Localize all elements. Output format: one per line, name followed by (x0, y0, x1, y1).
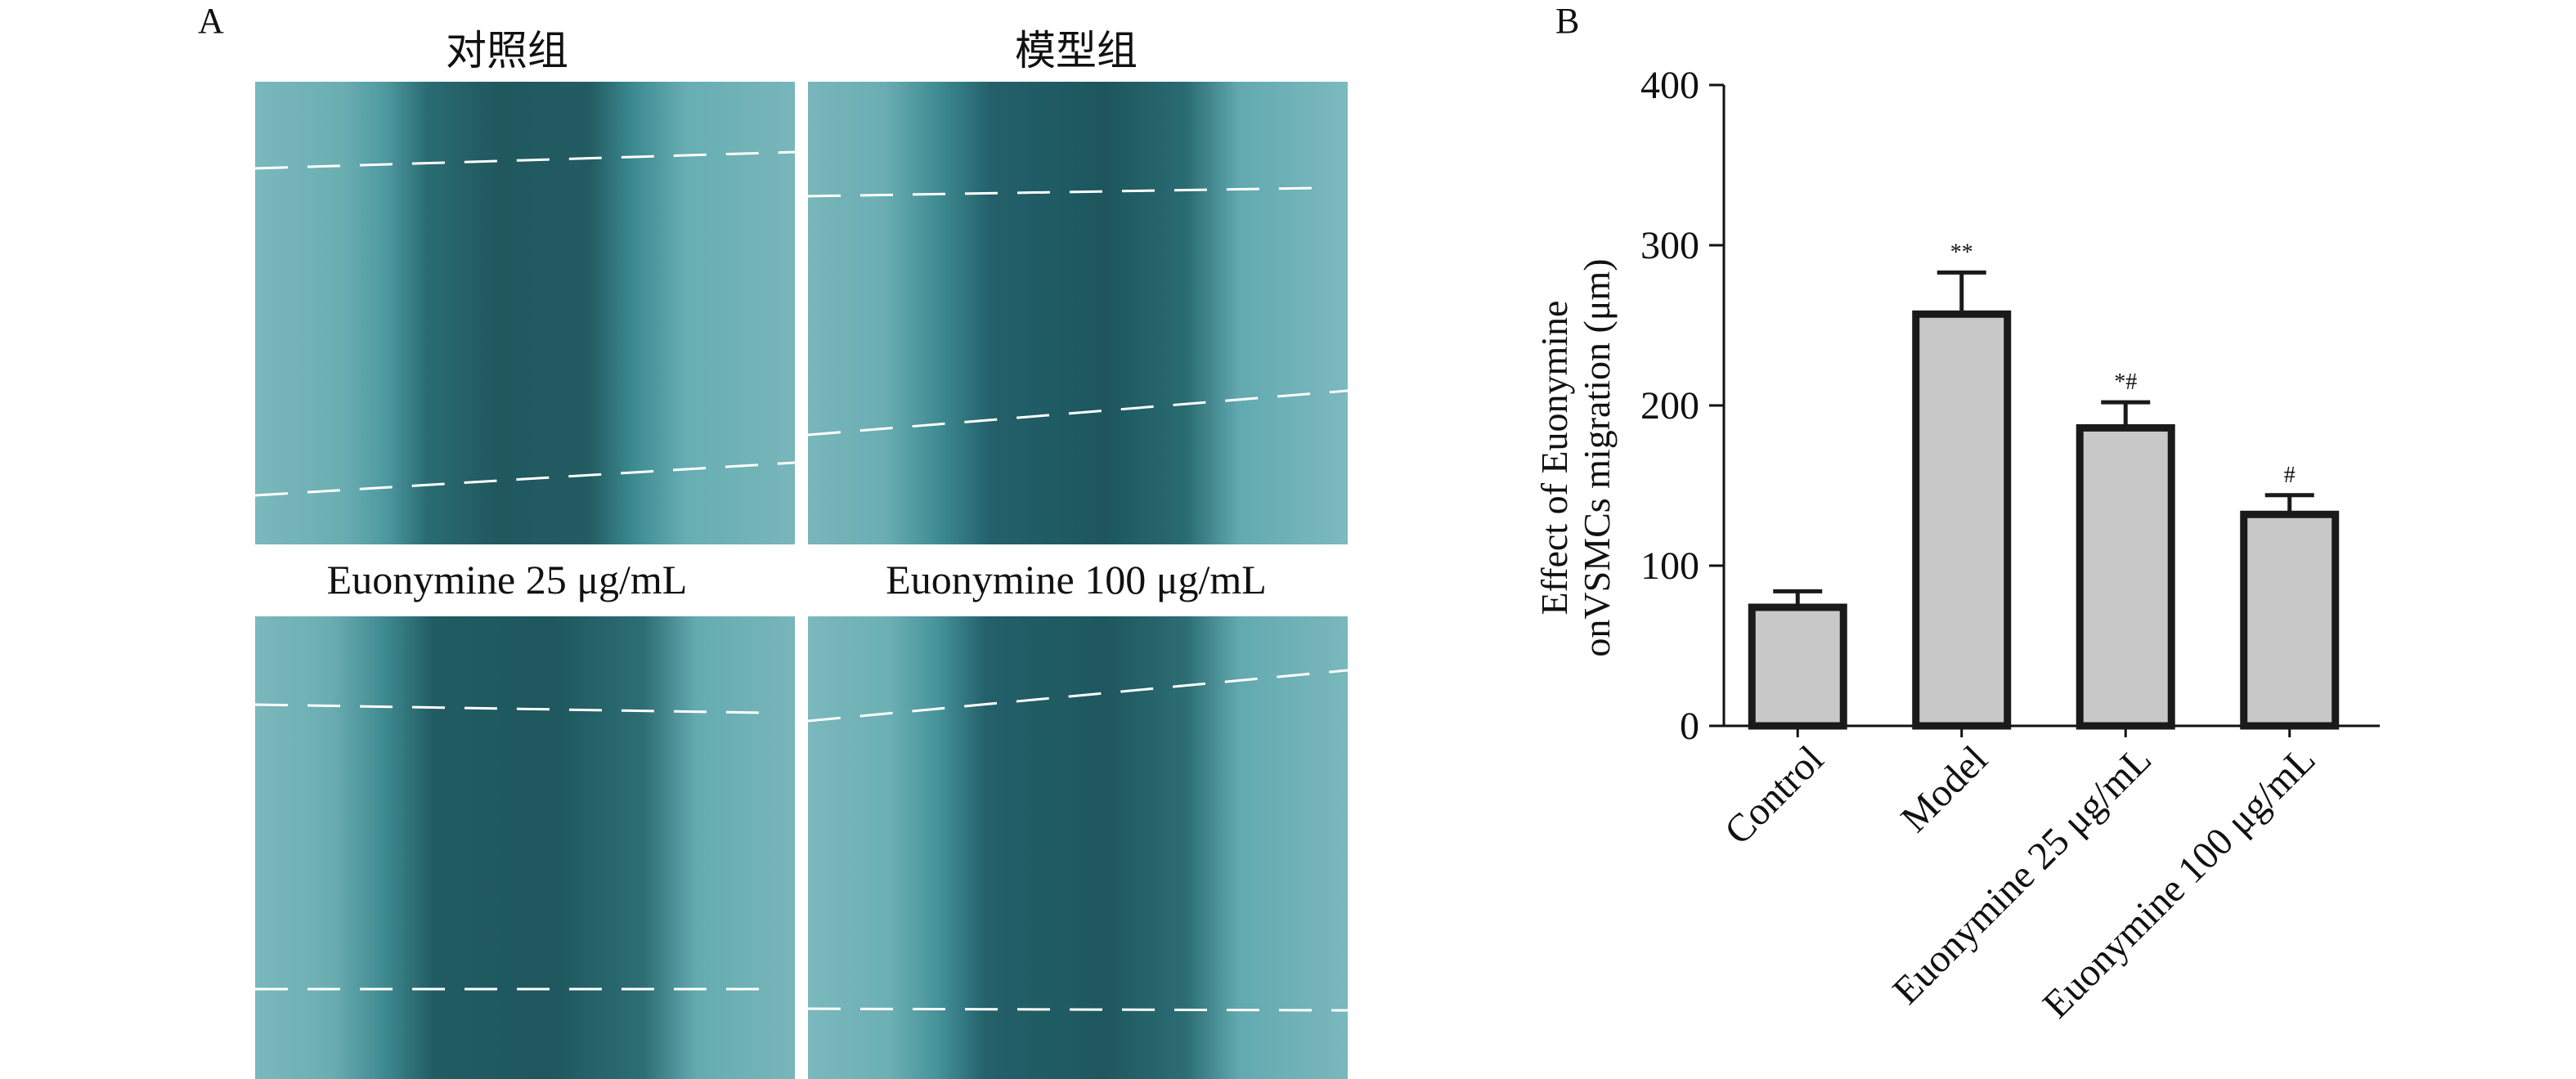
image-title-euonymine-100: Euonymine 100 μg/mL (886, 557, 1267, 602)
y-tick-label: 0 (1680, 705, 1699, 748)
significance-mark: # (2284, 463, 2296, 488)
bar (2240, 510, 2340, 730)
y-axis-label-line2: onVSMCs migration (μm) (1576, 258, 1618, 656)
y-tick-label: 200 (1640, 384, 1699, 428)
micrograph-euonymine-25 (255, 616, 795, 1079)
significance-mark: ** (1950, 240, 1973, 265)
y-tick-label: 300 (1640, 224, 1699, 267)
y-axis-label-line1: Effect of Euonymine (1533, 301, 1575, 616)
x-tick-label: Model (1892, 737, 1995, 840)
x-tick-label: Control (1717, 737, 1832, 853)
image-title-euonymine-25: Euonymine 25 μg/mL (326, 557, 688, 602)
panel-b-letter: B (1555, 1, 1580, 41)
y-tick-label: 100 (1640, 544, 1699, 588)
image-title-control: 对照组 (446, 28, 568, 74)
significance-mark: *# (2114, 369, 2137, 395)
micrograph-model (808, 82, 1348, 544)
x-tick-label: Euonymine 100 μg/mL (2035, 737, 2324, 1027)
micrograph-control (255, 82, 795, 544)
image-title-model: 模型组 (1015, 28, 1138, 74)
bar (1912, 310, 2012, 730)
bar (2076, 423, 2175, 730)
panel-a-letter: A (198, 1, 224, 41)
y-tick-label: 400 (1640, 64, 1699, 107)
bar-chart: 0 100 200 300 400 Control ** Model *# Euonymine … (1533, 64, 2380, 1027)
bar (1748, 603, 1847, 730)
micrograph-euonymine-100 (808, 616, 1348, 1079)
